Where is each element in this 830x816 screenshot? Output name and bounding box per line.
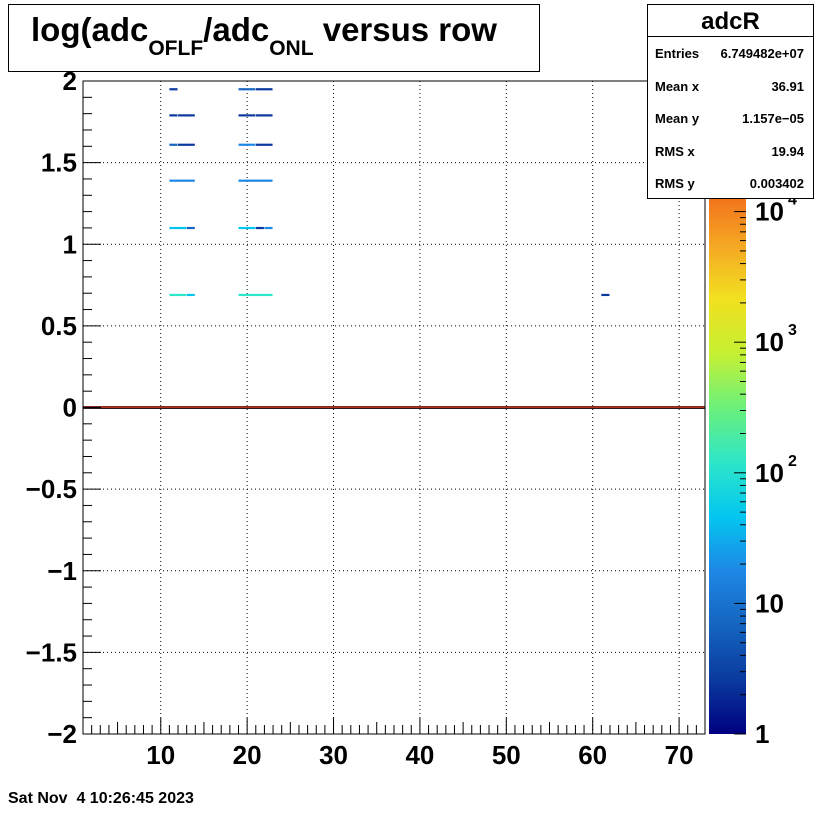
x-tick-label: 50: [492, 740, 521, 770]
title-tail: versus row: [313, 11, 497, 48]
heatmap-cell: [169, 179, 195, 182]
color-scale-label: 10: [755, 458, 784, 488]
heatmap-cell: [255, 114, 273, 117]
stats-title: adcR: [648, 5, 813, 37]
chart-title-box: log(adcOFLF/adcONL versus row: [8, 4, 540, 72]
stats-key: Mean y: [655, 111, 700, 127]
y-tick-label: 1.5: [41, 148, 77, 178]
heatmap-cell: [238, 293, 273, 297]
color-scale-exponent: 3: [788, 322, 797, 339]
stats-box: adcR Entries 6.749482e+07 Mean x 36.91 M…: [647, 4, 814, 199]
heatmap-cell: [255, 88, 273, 91]
heatmap-cell: [255, 143, 273, 146]
heatmap-cell: [169, 293, 187, 297]
heatmap-cells: [83, 88, 705, 409]
heatmap-cell: [255, 226, 264, 230]
stats-row-rms-x: RMS x 19.94: [648, 135, 813, 168]
x-tick-label: 20: [233, 740, 262, 770]
color-scale-label: 10: [755, 588, 784, 618]
y-axis-tick-labels: 2 1.5 1 0.5 0 −0.5 −1 −1.5 −2: [26, 66, 77, 749]
y-tick-label: −2: [47, 719, 77, 749]
x-tick-label: 30: [319, 740, 348, 770]
heatmap-band-highlight: [83, 406, 705, 408]
heatmap-cell: [178, 143, 195, 146]
heatmap-cell: [169, 226, 187, 230]
stats-value: 6.749482e+07: [720, 46, 804, 61]
color-scale-exponent: 4: [788, 192, 797, 209]
y-tick-label: −0.5: [26, 474, 77, 504]
stats-row-mean-x: Mean x 36.91: [648, 70, 813, 103]
stats-key: Entries: [655, 46, 700, 61]
heatmap-cell: [238, 226, 256, 230]
heatmap-cell: [169, 143, 178, 146]
y-tick-label: 0.5: [41, 311, 77, 341]
title-sub-oflf: OFLF: [148, 37, 204, 60]
stats-value: 0.003402: [749, 176, 804, 192]
color-scale-exponent: 2: [788, 453, 797, 470]
y-tick-label: 1: [63, 229, 77, 259]
stats-value: 1.157e−05: [742, 111, 804, 127]
axis-ticks: [82, 80, 706, 735]
heatmap-cell: [238, 88, 256, 91]
color-scale-label: 10: [755, 327, 784, 357]
heatmap-cell: [186, 293, 195, 297]
heatmap-cell: [601, 293, 610, 297]
title-mid: /adc: [203, 11, 270, 48]
timestamp-footer: Sat Nov 4 10:26:45 2023: [8, 790, 194, 807]
heatmap-cell: [169, 88, 178, 91]
stats-key: Mean x: [655, 78, 700, 94]
heatmap-cell: [238, 114, 256, 117]
x-tick-label: 60: [578, 740, 607, 770]
heatmap-cell: [264, 226, 273, 230]
color-scale-label: 1: [755, 719, 769, 749]
title-sub-onl: ONL: [269, 37, 314, 60]
stats-key: RMS x: [655, 143, 695, 159]
y-tick-label: 0: [63, 393, 77, 423]
heatmap-cell: [186, 226, 195, 230]
y-tick-label: 2: [63, 66, 77, 96]
heatmap-cell: [238, 179, 273, 182]
y-tick-label: −1.5: [26, 637, 77, 667]
heatmap-cell: [238, 143, 256, 146]
stats-row-rms-y: RMS y 0.003402: [648, 167, 813, 200]
chart-title: log(adcOFLF/adcONL versus row: [31, 11, 497, 60]
color-scale-label: 10: [755, 197, 784, 227]
heatmap-cell: [178, 114, 195, 117]
stats-value: 36.91: [771, 78, 804, 94]
x-axis-tick-labels: 10 20 30 40 50 60 70: [146, 740, 693, 770]
title-main: log(adc: [31, 11, 149, 48]
x-tick-label: 40: [405, 740, 434, 770]
x-tick-label: 10: [146, 740, 175, 770]
y-tick-label: −1: [47, 556, 77, 586]
stats-row-entries: Entries 6.749482e+07: [648, 37, 813, 70]
heatmap-cell: [169, 114, 178, 117]
stats-value: 19.94: [771, 143, 804, 159]
stats-row-mean-y: Mean y 1.157e−05: [648, 102, 813, 135]
x-tick-label: 70: [665, 740, 694, 770]
stats-key: RMS y: [655, 176, 695, 192]
